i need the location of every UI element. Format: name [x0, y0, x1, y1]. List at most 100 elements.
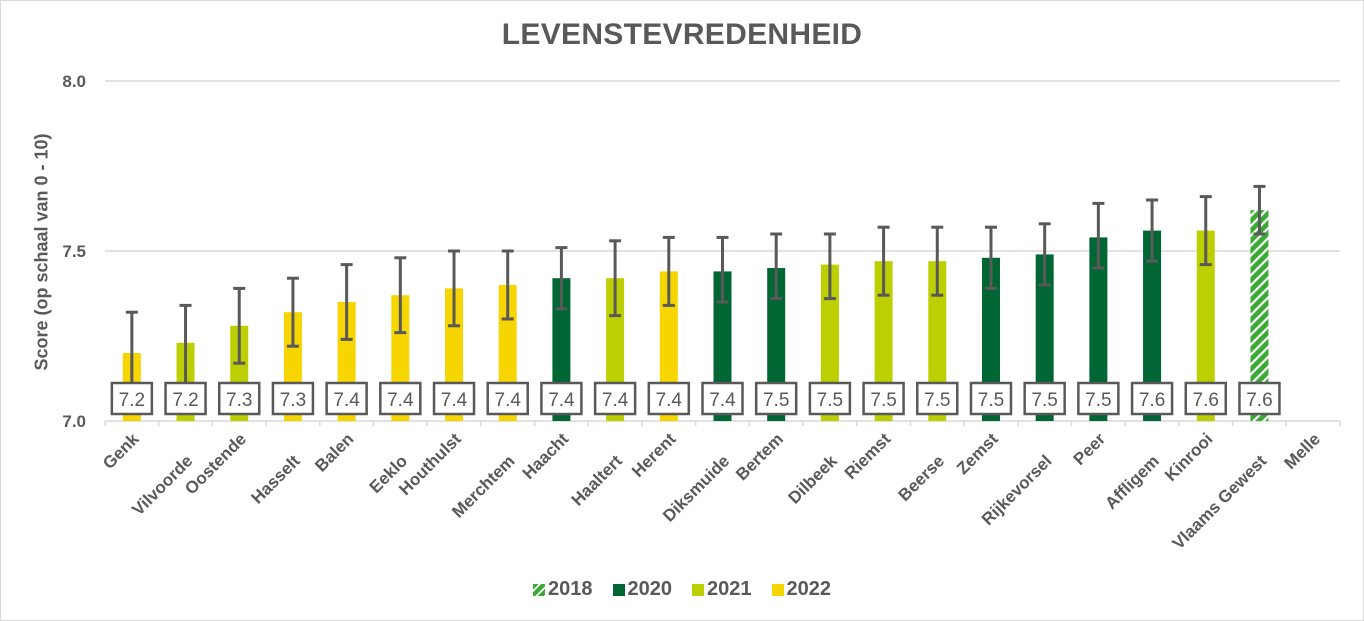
data-label-box	[325, 381, 368, 416]
legend-swatch	[533, 583, 545, 596]
data-label-text: 7.4	[333, 390, 360, 411]
data-label-text: 7.5	[1031, 390, 1057, 411]
data-label-box	[217, 381, 261, 416]
data-label: 7.4	[325, 381, 368, 416]
x-tick-label: Affligem	[1101, 451, 1163, 513]
data-label-text: 7.4	[656, 390, 683, 411]
data-label: 7.4	[701, 381, 744, 416]
data-label-box	[164, 381, 207, 416]
data-label-text: 7.2	[119, 390, 145, 411]
data-label-text: 7.3	[226, 390, 252, 411]
bar	[981, 257, 1000, 421]
x-tick-label: Haaltert	[568, 451, 626, 509]
data-label-text: 7.6	[1193, 390, 1219, 411]
data-label-box	[593, 381, 637, 416]
data-label-box	[379, 381, 422, 416]
legend-item-2018: 2018	[533, 578, 593, 601]
x-tick-label: Dilbeek	[785, 451, 842, 508]
x-tick-label: Genk	[99, 429, 143, 473]
x-tick-label: Kinrooi	[1161, 429, 1217, 485]
x-tick-label: Peer	[1070, 429, 1110, 469]
data-label-box	[1077, 381, 1120, 416]
bar	[1196, 230, 1215, 421]
data-label-box	[540, 381, 583, 416]
error-bar	[448, 249, 461, 328]
data-label: 7.6	[1130, 381, 1174, 416]
legend-label: 2018	[548, 578, 593, 600]
data-label-box	[110, 381, 154, 416]
error-bar	[340, 263, 353, 341]
error-bar	[501, 249, 514, 321]
data-label: 7.5	[808, 381, 852, 416]
data-label: 7.3	[271, 381, 315, 416]
data-label: 7.4	[540, 381, 583, 416]
x-tick-label: Zemst	[953, 429, 1002, 478]
data-label-box	[1130, 381, 1174, 416]
error-bar	[1038, 222, 1051, 287]
x-tick-label: Haacht	[519, 429, 573, 483]
data-label: 7.4	[486, 381, 529, 416]
data-label: 7.5	[1023, 381, 1066, 416]
data-label: 7.2	[110, 381, 154, 416]
error-bar	[1146, 198, 1159, 263]
data-label-text: 7.5	[978, 390, 1004, 411]
data-label-text: 7.5	[763, 390, 789, 411]
data-label: 7.4	[432, 381, 476, 416]
data-label-text: 7.5	[817, 390, 843, 411]
error-bar	[662, 235, 675, 307]
data-label: 7.3	[217, 381, 261, 416]
data-label: 7.4	[379, 381, 422, 416]
error-bar	[716, 235, 729, 304]
chart-title: LEVENSTEVREDENHEID	[501, 18, 863, 51]
data-label-box	[916, 381, 959, 416]
data-label: 7.5	[754, 381, 798, 416]
x-tick-label: Hasselt	[248, 451, 304, 507]
data-label-text: 7.4	[709, 390, 736, 411]
error-bar	[1199, 195, 1212, 267]
data-label: 7.5	[969, 381, 1013, 416]
x-tick-label: Riemst	[841, 429, 895, 483]
legend-swatch	[612, 583, 625, 596]
error-bar	[286, 276, 299, 348]
data-label-text: 7.4	[495, 390, 522, 411]
data-label: 7.5	[916, 381, 959, 416]
data-label-text: 7.3	[280, 390, 306, 411]
bar	[1250, 210, 1269, 421]
legend-item-2020: 2020	[612, 578, 672, 601]
y-tick-label: 7.0	[62, 412, 86, 431]
data-label-box	[486, 381, 529, 416]
x-tick-label: Rijkevorsel	[978, 451, 1056, 529]
data-label-box	[969, 381, 1013, 416]
data-label-box	[432, 381, 476, 416]
error-bar	[233, 286, 246, 365]
bar	[1143, 230, 1162, 421]
bar	[1035, 254, 1054, 421]
x-tick-label: Beerse	[895, 451, 949, 505]
y-tick-label: 7.5	[62, 242, 86, 261]
data-label: 7.6	[1184, 381, 1228, 416]
data-label: 7.4	[593, 381, 637, 416]
legend-item-2022: 2022	[771, 578, 832, 601]
data-label-text: 7.5	[1085, 390, 1111, 411]
data-label-text: 7.4	[602, 390, 629, 411]
data-label-text: 7.4	[441, 390, 468, 411]
x-tick-label: Herent	[628, 429, 680, 481]
data-label-box	[701, 381, 744, 416]
legend-swatch	[692, 583, 704, 596]
bar	[928, 261, 947, 421]
data-label: 7.4	[647, 381, 691, 416]
x-tick-label: Diksmuide	[659, 451, 733, 525]
x-tick-label: Merchtem	[448, 451, 518, 521]
data-label-box	[1184, 381, 1228, 416]
error-bar	[931, 225, 944, 297]
legend-swatch	[771, 583, 784, 596]
legend: 2018 2020 2021 2022	[0, 578, 1364, 601]
legend-label: 2022	[786, 578, 832, 600]
error-bar	[984, 225, 997, 290]
error-bar	[877, 225, 890, 297]
data-label-box	[271, 381, 315, 416]
error-bar	[394, 256, 407, 335]
error-bar	[609, 239, 622, 318]
